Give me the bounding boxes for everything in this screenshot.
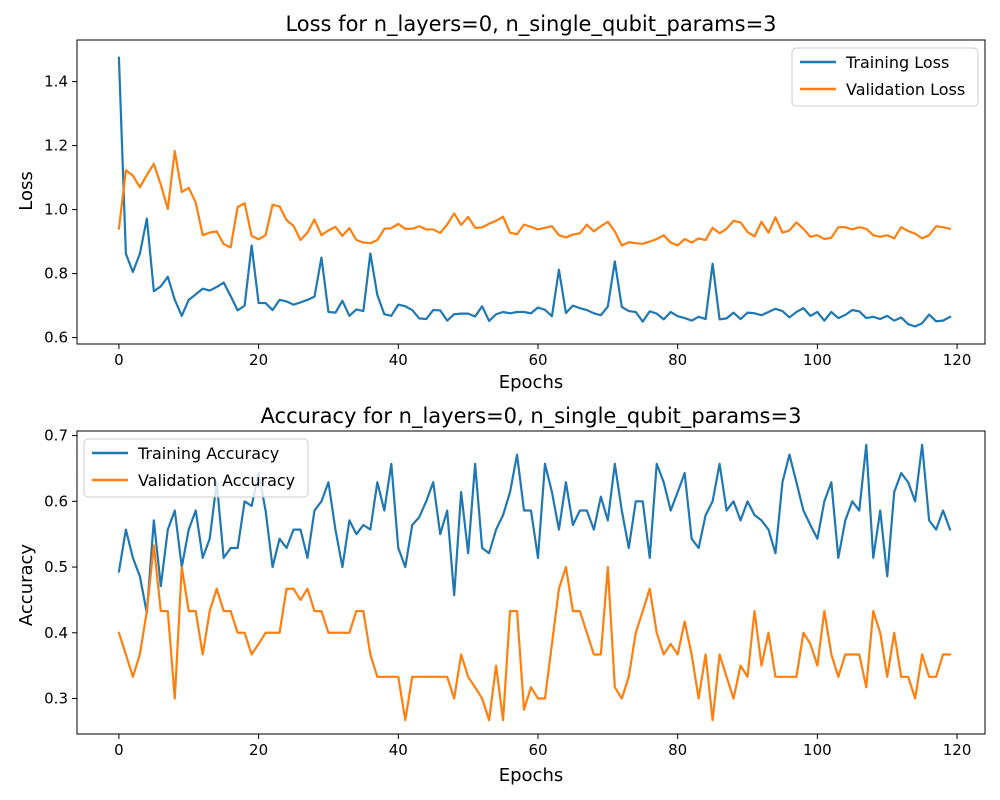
loss-chart-title: Loss for n_layers=0, n_single_qubit_para… (285, 12, 776, 37)
loss-x-tick-label: 60 (528, 351, 547, 369)
accuracy-x-tick-label: 40 (389, 741, 408, 759)
accuracy-legend-box (83, 438, 309, 498)
loss-chart: Loss for n_layers=0, n_single_qubit_para… (16, 12, 986, 393)
loss-y-tick-label: 0.8 (44, 265, 68, 283)
accuracy-x-tick-label: 60 (528, 741, 547, 759)
loss-series-line-validation (117, 149, 952, 249)
loss-x-tick-label: 100 (803, 351, 832, 369)
accuracy-series-line-validation (117, 544, 952, 722)
accuracy-x-tick-label: 120 (943, 741, 972, 759)
accuracy-chart-ylabel: Accuracy (16, 544, 37, 627)
accuracy-x-tick-label: 80 (668, 741, 687, 759)
loss-chart-xlabel: Epochs (499, 372, 564, 393)
loss-y-tick-label: 1.4 (44, 73, 68, 91)
accuracy-chart-title: Accuracy for n_layers=0, n_single_qubit_… (261, 404, 802, 429)
loss-plot-frame (76, 39, 986, 345)
loss-x-tick-label: 120 (943, 351, 972, 369)
accuracy-x-tick-label: 0 (114, 741, 124, 759)
loss-y-tick-label: 1.2 (44, 137, 68, 155)
accuracy-x-tick-label: 20 (249, 741, 268, 759)
accuracy-y-tick-label: 0.3 (44, 690, 68, 708)
accuracy-legend-label: Training Accuracy (137, 444, 279, 463)
loss-x-tick-label: 80 (668, 351, 687, 369)
loss-x-tick-label: 0 (114, 351, 124, 369)
loss-legend-box (791, 47, 979, 107)
accuracy-y-tick-label: 0.6 (44, 492, 68, 510)
accuracy-y-tick-label: 0.4 (44, 624, 68, 642)
accuracy-chart: Accuracy for n_layers=0, n_single_qubit_… (16, 404, 986, 786)
loss-legend: Training Loss Validation Loss (791, 47, 979, 107)
loss-y-tick-label: 0.6 (44, 329, 68, 347)
loss-series-line-training (117, 56, 952, 328)
accuracy-legend: Training Accuracy Validation Accuracy (83, 438, 309, 498)
loss-x-tick-label: 20 (249, 351, 268, 369)
accuracy-chart-xlabel: Epochs (499, 765, 564, 786)
loss-x-tick-label: 40 (389, 351, 408, 369)
accuracy-y-tick-label: 0.5 (44, 558, 68, 576)
accuracy-plot-frame (76, 430, 986, 735)
loss-chart-ylabel: Loss (16, 171, 37, 210)
accuracy-x-tick-label: 100 (803, 741, 832, 759)
loss-y-tick-label: 1.0 (44, 201, 68, 219)
loss-legend-label: Training Loss (845, 53, 949, 72)
accuracy-legend-label: Validation Accuracy (138, 471, 295, 490)
accuracy-y-tick-label: 0.7 (44, 427, 68, 445)
loss-legend-label: Validation Loss (846, 80, 965, 99)
